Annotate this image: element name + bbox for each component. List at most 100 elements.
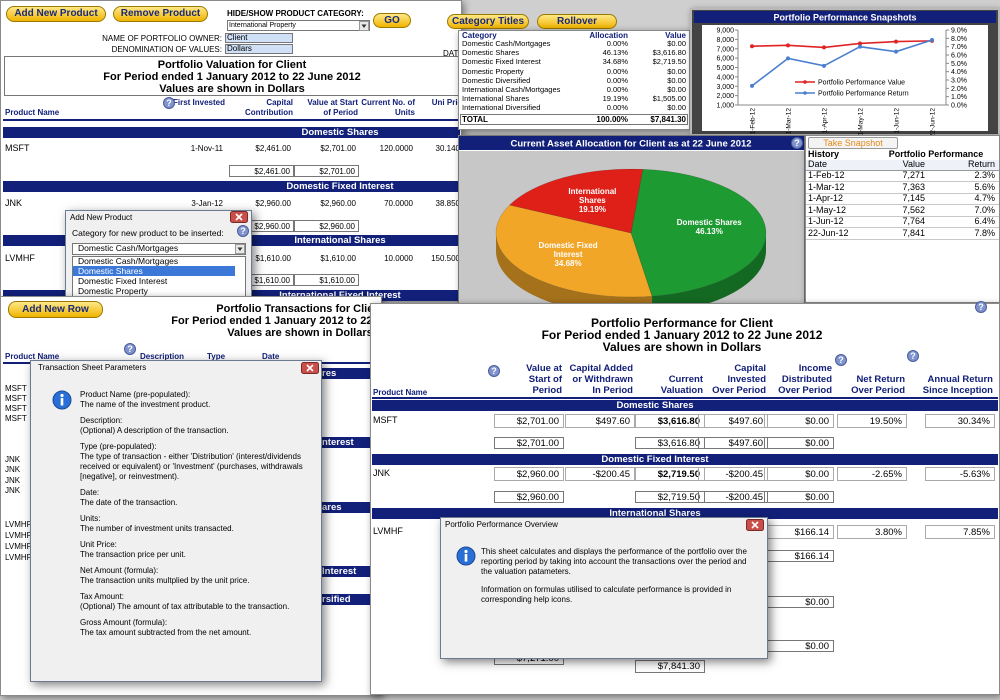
take-snapshot-button[interactable]: Take Snapshot (808, 137, 898, 149)
pie-label-value: 46.13% (695, 226, 723, 236)
history-value: 7,562 (902, 204, 925, 215)
section-name: nterest (322, 437, 354, 448)
column-header: Value at Start of Period (526, 363, 562, 396)
pie-label-value: 34.68% (554, 259, 582, 269)
parameter-label: Net Amount (formula): (80, 566, 159, 575)
denomination-cell (225, 44, 293, 54)
dropdown-arrow[interactable] (359, 20, 369, 31)
category-name: Domestic Diversified (462, 75, 531, 85)
info-dot (60, 393, 64, 398)
remove-product-button[interactable]: Remove Product (113, 6, 208, 22)
history-row-rule (806, 181, 999, 182)
subtotal-value: $2,701.00 (516, 438, 559, 449)
add-row-button[interactable]: Add New Row (8, 301, 103, 318)
subtotal-value: $2,960.00 (319, 222, 355, 231)
history-value: 7.0% (974, 204, 995, 215)
subtotal-value: $0.00 (805, 597, 829, 608)
value-cell (565, 414, 635, 428)
category-value: 46.13% (602, 48, 628, 58)
category-value: 0.00% (606, 66, 628, 76)
legend-label: Portfolio Performance Value (818, 80, 905, 87)
product-name: LVMHF (5, 553, 32, 562)
category-value: 0.00% (606, 75, 628, 85)
total-value: $7,841.30 (650, 115, 686, 124)
product-name: MSFT (5, 143, 30, 153)
section-name: International Shares (609, 508, 701, 519)
product-name: JNK (373, 468, 391, 478)
dialog-title: Transaction Sheet Parameters (38, 363, 147, 372)
subtotal-cell (635, 491, 705, 503)
category-value: $0.00 (667, 75, 686, 85)
pie-side (496, 233, 652, 315)
series-marker (822, 45, 826, 50)
series-marker (894, 39, 898, 44)
subtotal-cell (494, 437, 564, 449)
rollover-button[interactable]: Rollover (537, 14, 617, 29)
category-titles-button[interactable]: Category Titles (447, 14, 529, 29)
pie-label: International Shares 19.19% (556, 187, 628, 217)
section-band (3, 181, 460, 192)
category-value: 34.68% (602, 57, 628, 67)
close-button[interactable] (301, 362, 319, 374)
y2-tick-label: 1.0% (951, 94, 967, 101)
history-column: Return (967, 159, 995, 169)
category-value: $0.00 (667, 85, 686, 94)
help-icon[interactable]: ? (488, 365, 500, 377)
subtotal-value: $1,610.00 (319, 276, 355, 285)
close-button[interactable] (746, 519, 764, 531)
subtotal-value: $166.14 (794, 551, 829, 562)
help-icon[interactable]: ? (124, 343, 136, 355)
parameter-text: The transaction units multplied by the u… (80, 576, 250, 585)
help-icon[interactable]: ? (163, 97, 175, 109)
category-name: Domestic Fixed Interest (462, 57, 541, 67)
sheet-title: Portfolio Performance for Client (590, 316, 774, 330)
section-name: Domestic Shares (301, 127, 379, 138)
dropdown-arrow[interactable] (235, 244, 245, 254)
history-column: Date (808, 159, 828, 169)
category-select (72, 243, 246, 255)
parameter-label: Units: (80, 514, 101, 523)
column-header: Product Name (373, 388, 428, 397)
help-icon[interactable]: ? (975, 301, 987, 313)
sheet-title: Values are shown in Dollars (602, 340, 762, 354)
help-icon[interactable]: ? (835, 354, 847, 366)
help-icon[interactable]: ? (791, 137, 803, 149)
column-header: Capital Added or Withdrawn In Period (569, 363, 633, 396)
section-name: rsified (322, 594, 351, 605)
help-icon[interactable]: ? (237, 225, 249, 237)
owner-label: NAME OF PORTFOLIO OWNER: (102, 34, 222, 43)
parameter-text: The transaction price per unit. (80, 550, 186, 559)
close-x (751, 521, 759, 529)
cell-value: 30.34% (957, 416, 990, 427)
dialog-title: Add New Product (70, 213, 133, 222)
add-product-button[interactable]: Add New Product (6, 6, 106, 22)
subtotal-value: $2,960.00 (516, 492, 559, 503)
x-tick-label: 1-Mar-12 (786, 108, 793, 135)
parameter-text: The type of transaction - either 'Distri… (80, 452, 303, 481)
product-name: JNK (5, 486, 21, 495)
category-value: $0.00 (667, 103, 686, 113)
close-button[interactable] (230, 211, 248, 223)
go-button[interactable]: GO (373, 13, 411, 28)
section-band (372, 400, 998, 411)
cell-value: $1,610.00 (255, 254, 291, 263)
history-row-rule (806, 204, 999, 205)
arrow (237, 247, 243, 251)
cell-value: 150.500 (431, 254, 460, 263)
info-bar (464, 554, 468, 562)
history-value: 7,145 (902, 193, 925, 203)
info-icon (456, 546, 476, 566)
header-rule (3, 119, 460, 121)
total-label: TOTAL (462, 115, 488, 124)
pie-slice (509, 168, 644, 234)
chart-title: Current Asset Allocation for Client as a… (510, 139, 751, 150)
history-value: 7,764 (902, 216, 925, 226)
section-band (372, 454, 998, 465)
category-option: Domestic Property (78, 286, 148, 296)
y-tick-label: 9,000 (716, 28, 734, 35)
value-cell (925, 414, 995, 428)
help-icon[interactable]: ? (907, 350, 919, 362)
totals-current: $7,841.30 (657, 661, 700, 672)
parameter-text: (Optional) A description of the transact… (80, 426, 229, 435)
